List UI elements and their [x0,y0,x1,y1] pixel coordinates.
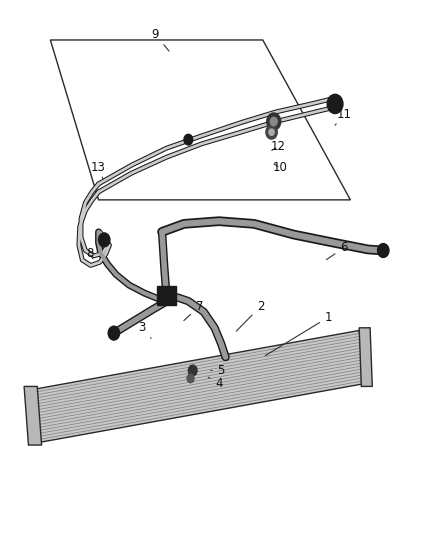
Circle shape [108,326,120,340]
Bar [157,286,176,305]
Text: 3: 3 [139,321,151,338]
Circle shape [184,134,193,145]
Text: 5: 5 [211,364,225,377]
Text: 9: 9 [152,28,169,51]
Text: 12: 12 [271,140,286,153]
Text: 1: 1 [265,311,332,356]
Circle shape [378,244,389,257]
Circle shape [269,129,274,135]
Circle shape [270,117,277,126]
Text: 2: 2 [236,300,265,331]
Text: 4: 4 [208,377,223,390]
Circle shape [267,113,281,130]
Text: 7: 7 [184,300,203,320]
Circle shape [99,233,110,247]
Circle shape [266,125,277,139]
Circle shape [187,374,194,383]
Text: 11: 11 [335,108,351,125]
Text: 13: 13 [91,161,106,179]
Polygon shape [35,330,364,442]
Circle shape [188,365,197,376]
Polygon shape [24,386,42,445]
Text: 8: 8 [86,247,93,260]
Text: 6: 6 [326,241,348,260]
Polygon shape [359,328,372,386]
Text: 10: 10 [273,161,288,174]
Circle shape [327,94,343,114]
